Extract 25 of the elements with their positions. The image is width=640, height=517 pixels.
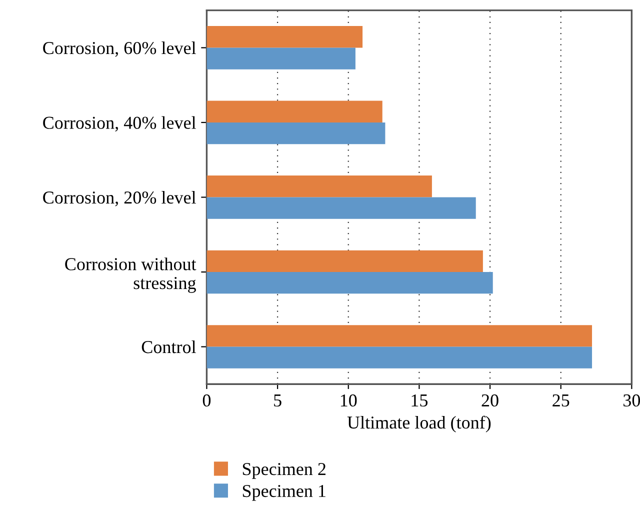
- bar: [206, 272, 493, 294]
- x-tick-label: 15: [412, 394, 428, 407]
- x-tick-label: 20: [482, 394, 498, 407]
- x-tick-label: 30: [624, 394, 640, 407]
- x-tick-label: 25: [552, 394, 570, 407]
- y-tick-label: Control: [142, 340, 196, 354]
- bar: [206, 100, 382, 122]
- bar: [206, 197, 476, 219]
- bar: [206, 122, 386, 144]
- legend-label: Specimen 1: [242, 484, 326, 501]
- x-tick-label: 10: [340, 394, 357, 407]
- y-tick-label: Corrosion, 60% level: [43, 41, 196, 57]
- bar: [206, 176, 432, 198]
- y-tick-label: Corrosion, 40% level: [43, 116, 196, 132]
- legend-label: Specimen 2: [242, 463, 326, 479]
- x-tick-label: 0: [202, 394, 211, 407]
- bar: [206, 325, 592, 347]
- x-tick-label: 5: [274, 394, 282, 407]
- bar: [206, 250, 483, 272]
- bar: [206, 26, 363, 48]
- x-axis-title: Ultimate load (tonf): [347, 416, 491, 432]
- y-tick-label: Corrosion without stressing: [65, 258, 196, 293]
- bar: [206, 346, 592, 368]
- y-tick-label: Corrosion, 20% level: [43, 190, 196, 206]
- bar: [206, 48, 356, 70]
